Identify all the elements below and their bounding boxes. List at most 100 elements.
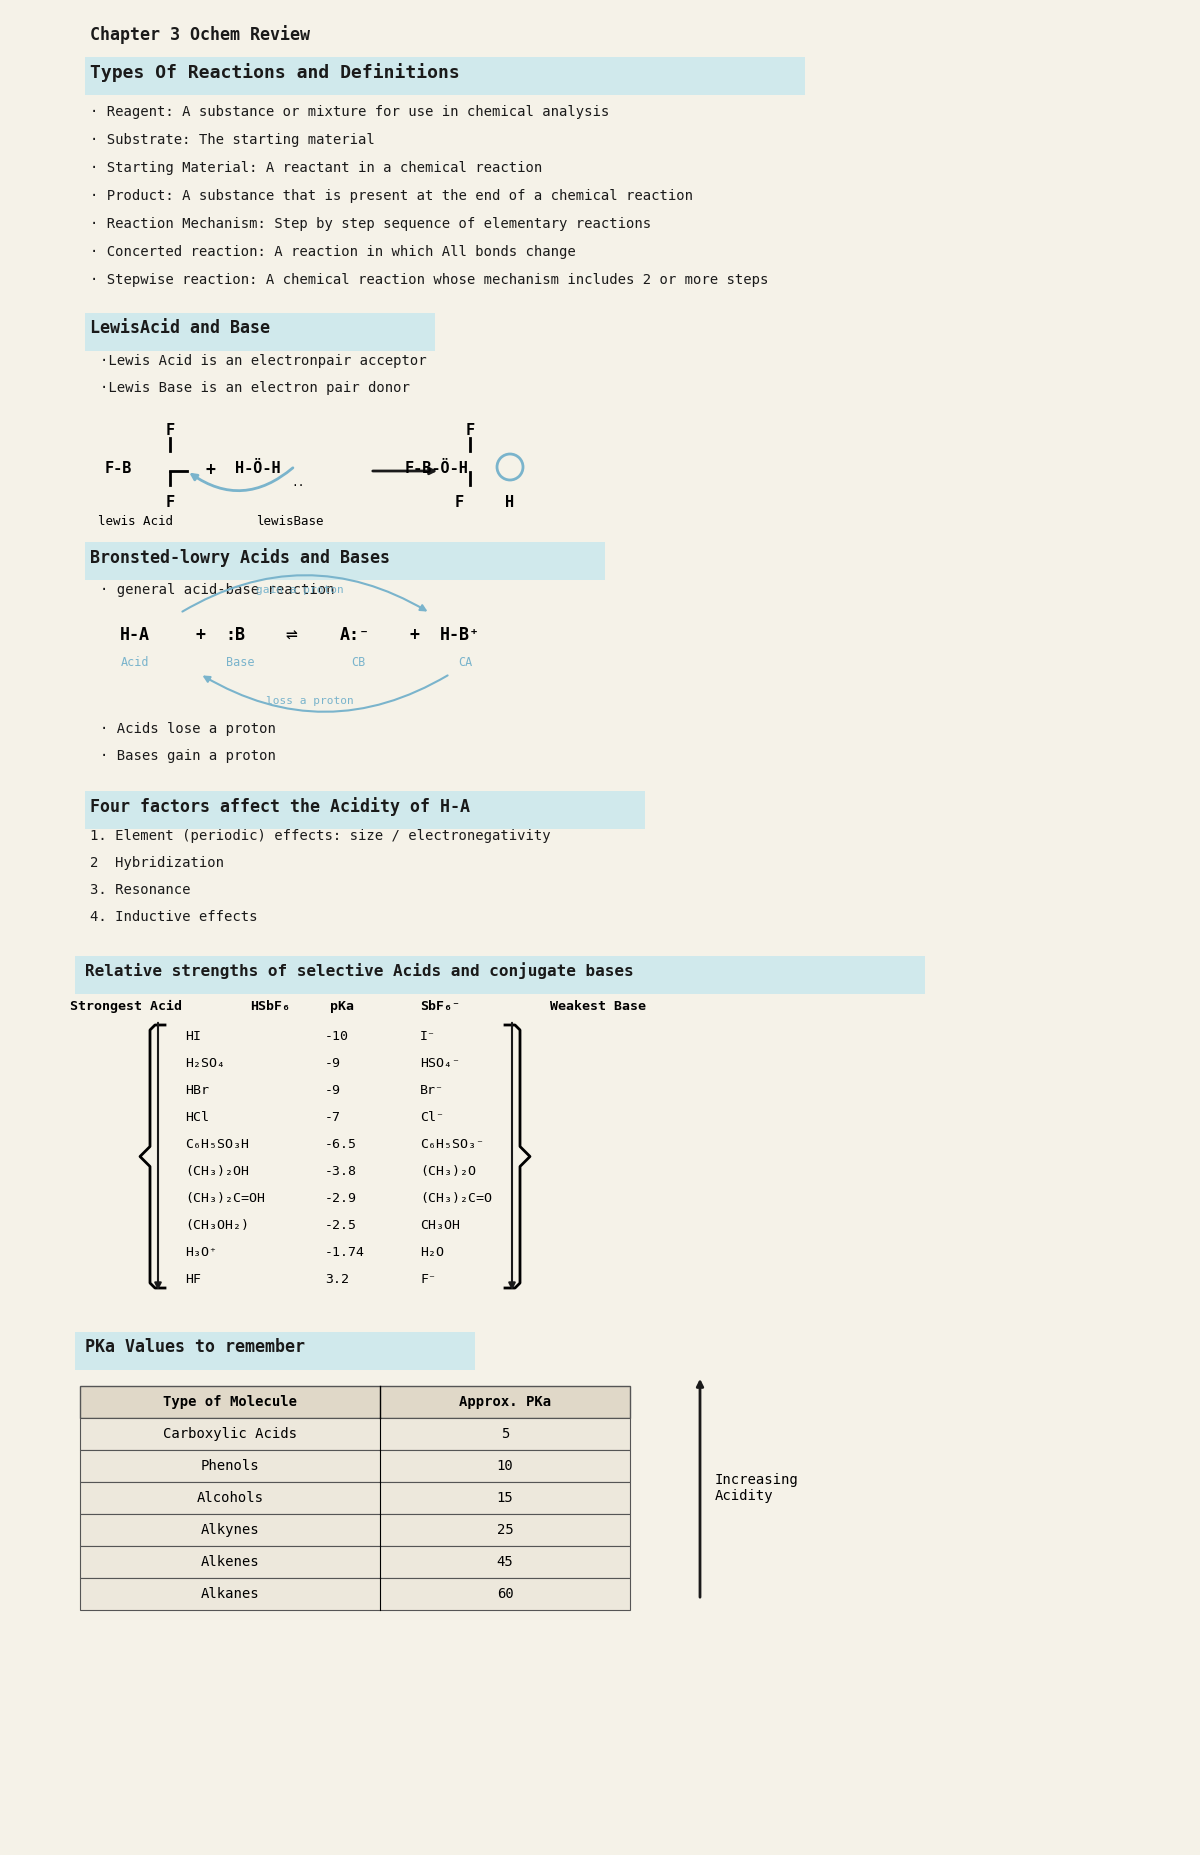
Text: Weakest Base: Weakest Base — [550, 1000, 646, 1013]
Text: F: F — [455, 495, 464, 510]
Text: I⁻: I⁻ — [420, 1030, 436, 1043]
Text: 45: 45 — [497, 1554, 514, 1569]
Text: 15: 15 — [497, 1491, 514, 1504]
Text: 2  Hybridization: 2 Hybridization — [90, 855, 224, 870]
Text: (CH₃OH₂): (CH₃OH₂) — [185, 1219, 250, 1232]
Text: F: F — [466, 423, 474, 438]
Text: ⇌: ⇌ — [286, 625, 296, 646]
Text: +: + — [205, 462, 215, 479]
Text: C₆H₅SO₃⁻: C₆H₅SO₃⁻ — [420, 1137, 484, 1150]
Text: Alkynes: Alkynes — [200, 1523, 259, 1538]
Text: F: F — [166, 423, 174, 438]
FancyBboxPatch shape — [74, 1332, 475, 1371]
Text: Chapter 3 Ochem Review: Chapter 3 Ochem Review — [90, 24, 310, 45]
FancyBboxPatch shape — [80, 1482, 630, 1514]
FancyBboxPatch shape — [85, 790, 646, 829]
Text: · Starting Material: A reactant in a chemical reaction: · Starting Material: A reactant in a che… — [90, 161, 542, 174]
Text: PKa Values to remember: PKa Values to remember — [85, 1337, 305, 1356]
Text: +: + — [410, 625, 420, 644]
Text: H: H — [505, 495, 514, 510]
Text: H-B⁺: H-B⁺ — [440, 625, 480, 644]
FancyBboxPatch shape — [85, 313, 434, 351]
Text: HBr: HBr — [185, 1083, 209, 1096]
Text: Type of Molecule: Type of Molecule — [163, 1395, 298, 1410]
Text: Carboxylic Acids: Carboxylic Acids — [163, 1426, 298, 1441]
Text: (CH₃)₂C=O: (CH₃)₂C=O — [420, 1193, 492, 1206]
Text: -9: -9 — [325, 1057, 341, 1070]
Text: (CH₃)₂OH: (CH₃)₂OH — [185, 1165, 250, 1178]
Text: H-Ö-H: H-Ö-H — [235, 462, 281, 477]
Text: ·Lewis Acid is an electronpair acceptor: ·Lewis Acid is an electronpair acceptor — [100, 354, 427, 367]
Text: Bronsted-lowry Acids and Bases: Bronsted-lowry Acids and Bases — [90, 547, 390, 568]
Text: H₂SO₄: H₂SO₄ — [185, 1057, 226, 1070]
Text: H₂O: H₂O — [420, 1247, 444, 1260]
Text: Relative strengths of selective Acids and conjugate bases: Relative strengths of selective Acids an… — [85, 963, 634, 979]
Text: pKa: pKa — [330, 1000, 354, 1013]
Text: HF: HF — [185, 1273, 202, 1286]
FancyBboxPatch shape — [80, 1417, 630, 1451]
Text: 10: 10 — [497, 1460, 514, 1473]
Text: gain a proton: gain a proton — [256, 584, 344, 595]
Text: Types Of Reactions and Definitions: Types Of Reactions and Definitions — [90, 63, 460, 82]
FancyBboxPatch shape — [85, 542, 605, 581]
FancyBboxPatch shape — [74, 955, 925, 994]
Text: H-A: H-A — [120, 625, 150, 644]
Text: F-B-Ö-H: F-B-Ö-H — [406, 462, 469, 477]
Text: H₃O⁺: H₃O⁺ — [185, 1247, 217, 1260]
Text: 5: 5 — [500, 1426, 509, 1441]
Text: Acid: Acid — [121, 657, 149, 670]
Text: Strongest Acid: Strongest Acid — [70, 1000, 182, 1013]
Text: · Reagent: A substance or mixture for use in chemical analysis: · Reagent: A substance or mixture for us… — [90, 106, 610, 119]
Text: A:⁻: A:⁻ — [340, 625, 370, 644]
Text: 1. Element (periodic) effects: size / electronegativity: 1. Element (periodic) effects: size / el… — [90, 829, 551, 842]
FancyBboxPatch shape — [80, 1386, 630, 1417]
Text: Four factors affect the Acidity of H-A: Four factors affect the Acidity of H-A — [90, 798, 470, 816]
Text: -3.8: -3.8 — [325, 1165, 358, 1178]
Text: 3. Resonance: 3. Resonance — [90, 883, 191, 898]
Text: CB: CB — [350, 657, 365, 670]
Text: lewis Acid: lewis Acid — [97, 516, 173, 529]
Text: loss a proton: loss a proton — [266, 696, 354, 707]
Text: -7: -7 — [325, 1111, 341, 1124]
Text: HSbF₆: HSbF₆ — [250, 1000, 290, 1013]
Text: -2.9: -2.9 — [325, 1193, 358, 1206]
Text: · Acids lose a proton: · Acids lose a proton — [100, 722, 276, 736]
Text: CA: CA — [458, 657, 472, 670]
Text: 25: 25 — [497, 1523, 514, 1538]
Text: HSO₄⁻: HSO₄⁻ — [420, 1057, 460, 1070]
Text: ..: .. — [292, 479, 305, 488]
Text: 4. Inductive effects: 4. Inductive effects — [90, 911, 258, 924]
FancyBboxPatch shape — [80, 1545, 630, 1579]
Text: -9: -9 — [325, 1083, 341, 1096]
Text: Alkanes: Alkanes — [200, 1588, 259, 1601]
Text: 60: 60 — [497, 1588, 514, 1601]
Text: · Reaction Mechanism: Step by step sequence of elementary reactions: · Reaction Mechanism: Step by step seque… — [90, 217, 652, 232]
Text: Cl⁻: Cl⁻ — [420, 1111, 444, 1124]
Text: Alkenes: Alkenes — [200, 1554, 259, 1569]
Text: Alcohols: Alcohols — [197, 1491, 264, 1504]
Text: F-B: F-B — [106, 462, 132, 477]
Text: 3.2: 3.2 — [325, 1273, 349, 1286]
Text: lewisBase: lewisBase — [257, 516, 324, 529]
Text: · Concerted reaction: A reaction in which All bonds change: · Concerted reaction: A reaction in whic… — [90, 245, 576, 260]
Text: CH₃OH: CH₃OH — [420, 1219, 460, 1232]
Text: · Stepwise reaction: A chemical reaction whose mechanism includes 2 or more step: · Stepwise reaction: A chemical reaction… — [90, 273, 768, 288]
Text: Br⁻: Br⁻ — [420, 1083, 444, 1096]
Text: (CH₃)₂C=OH: (CH₃)₂C=OH — [185, 1193, 265, 1206]
Text: :B: :B — [226, 625, 245, 644]
Text: C₆H₅SO₃H: C₆H₅SO₃H — [185, 1137, 250, 1150]
Text: -2.5: -2.5 — [325, 1219, 358, 1232]
Text: +: + — [194, 625, 205, 644]
Text: Phenols: Phenols — [200, 1460, 259, 1473]
FancyBboxPatch shape — [80, 1451, 630, 1482]
Text: · Substrate: The starting material: · Substrate: The starting material — [90, 134, 374, 147]
Text: SbF₆⁻: SbF₆⁻ — [420, 1000, 460, 1013]
Text: ·Lewis Base is an electron pair donor: ·Lewis Base is an electron pair donor — [100, 380, 410, 395]
Text: Increasing
Acidity: Increasing Acidity — [715, 1473, 799, 1503]
Text: · Bases gain a proton: · Bases gain a proton — [100, 749, 276, 762]
Text: Approx. PKa: Approx. PKa — [458, 1395, 551, 1410]
Text: LewisAcid and Base: LewisAcid and Base — [90, 319, 270, 338]
FancyBboxPatch shape — [80, 1514, 630, 1545]
Text: · Product: A substance that is present at the end of a chemical reaction: · Product: A substance that is present a… — [90, 189, 694, 202]
Text: -6.5: -6.5 — [325, 1137, 358, 1150]
